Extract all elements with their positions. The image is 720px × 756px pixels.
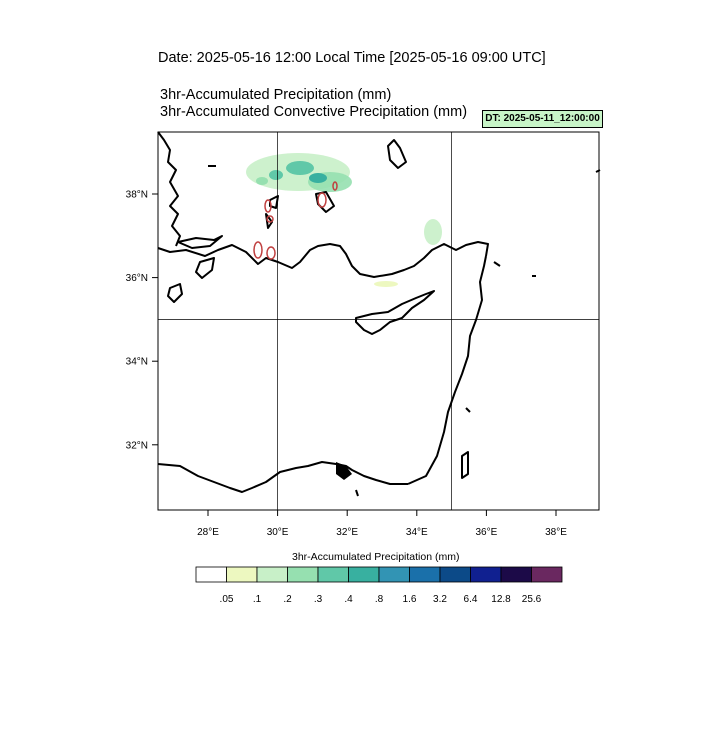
colorbar-level-label: .3 <box>314 594 323 605</box>
latitude-axis: 38°N 36°N 34°N 32°N <box>126 190 158 451</box>
colorbar-level-label: 12.8 <box>491 594 511 605</box>
colorbar-swatch <box>348 566 380 583</box>
lon-label: 28°E <box>197 527 219 538</box>
colorbar-swatch <box>409 566 441 583</box>
gridlines <box>158 132 599 510</box>
colorbar-level-label: 25.6 <box>522 594 542 605</box>
colorbar-swatch <box>317 566 349 583</box>
lon-label: 32°E <box>336 527 358 538</box>
colorbar-level-label: .1 <box>253 594 262 605</box>
lat-label: 36°N <box>126 273 148 284</box>
colorbar <box>195 566 563 583</box>
colorbar-swatch <box>470 566 502 583</box>
precip-shading <box>246 153 442 287</box>
colorbar-swatch <box>531 566 563 583</box>
colorbar-swatch <box>195 566 227 583</box>
lon-label: 38°E <box>545 527 567 538</box>
lon-label: 30°E <box>267 527 289 538</box>
init-time-badge: DT: 2025-05-11_12:00:00 <box>482 110 603 128</box>
colorbar-level-label: .2 <box>283 594 292 605</box>
convective-field-title: 3hr-Accumulated Convective Precipitation… <box>160 104 468 120</box>
precip-field-title: 3hr-Accumulated Precipitation (mm) <box>160 87 392 103</box>
colorbar-labels: .05 .1 .2 .3 .4 .8 1.6 3.2 6.4 12.8 25.6 <box>220 594 542 605</box>
colorbar-swatch <box>439 566 471 583</box>
colorbar-level-label: .4 <box>344 594 353 605</box>
colorbar-swatch <box>500 566 532 583</box>
lat-label: 32°N <box>126 440 148 451</box>
colorbar-swatch <box>256 566 288 583</box>
colorbar-title: 3hr-Accumulated Precipitation (mm) <box>292 551 460 563</box>
lon-label: 36°E <box>476 527 498 538</box>
colorbar-level-label: .8 <box>375 594 384 605</box>
date-title: Date: 2025-05-16 12:00 Local Time [2025-… <box>158 50 546 66</box>
longitude-axis: 28°E 30°E 32°E 34°E 36°E 38°E <box>197 510 567 538</box>
convective-contours <box>253 181 338 260</box>
colorbar-level-label: .05 <box>220 594 234 605</box>
colorbar-swatch <box>287 566 319 583</box>
colorbar-level-label: 6.4 <box>464 594 478 605</box>
colorbar-swatch <box>378 566 410 583</box>
colorbar-level-label: 1.6 <box>403 594 417 605</box>
colorbar-level-label: 3.2 <box>433 594 447 605</box>
colorbar-swatch <box>226 566 258 583</box>
coastlines <box>157 131 601 497</box>
lat-label: 34°N <box>126 357 148 368</box>
map-frame <box>157 131 600 511</box>
lat-label: 38°N <box>126 190 148 201</box>
lon-label: 34°E <box>406 527 428 538</box>
nile-delta <box>336 462 352 480</box>
